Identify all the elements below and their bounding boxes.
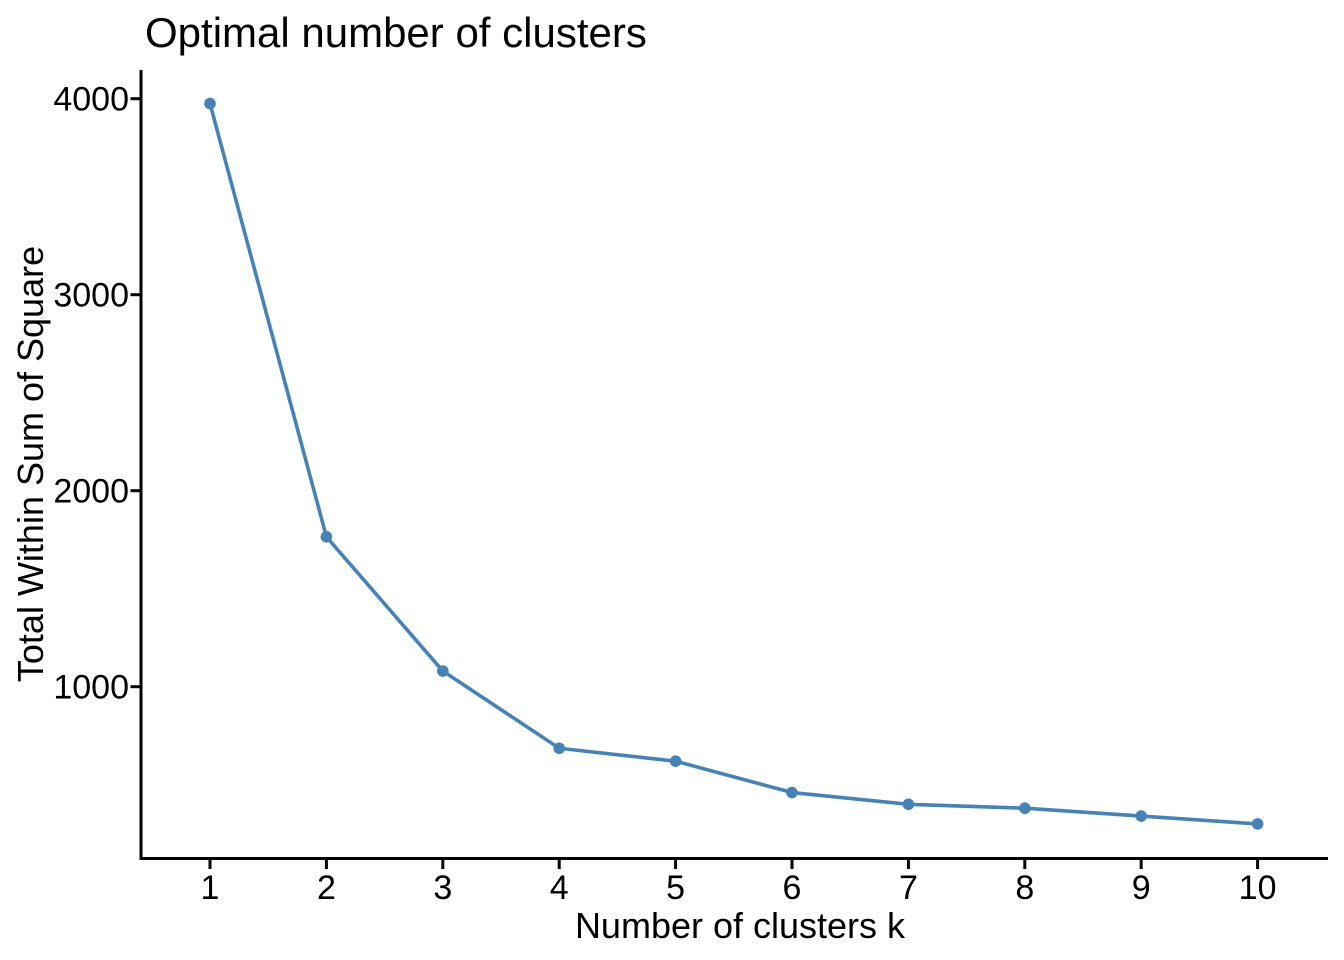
- y-tick-label: 4000: [53, 81, 129, 119]
- data-point: [1019, 802, 1031, 815]
- data-point: [204, 97, 216, 110]
- data-point: [902, 798, 915, 811]
- x-axis-title: Number of clusters k: [575, 905, 906, 946]
- x-tick-label: 1: [201, 869, 220, 907]
- x-tick-label: 9: [1132, 869, 1151, 907]
- x-tick-label: 3: [433, 869, 452, 907]
- x-tick-label: 10: [1239, 869, 1277, 907]
- chart-title: Optimal number of clusters: [145, 9, 647, 56]
- y-tick-label: 1000: [53, 669, 129, 707]
- data-point: [669, 755, 682, 767]
- x-tick-label: 7: [899, 869, 918, 907]
- y-tick-label: 3000: [53, 277, 129, 315]
- x-tick-label: 4: [550, 869, 569, 907]
- data-point: [1135, 810, 1147, 822]
- data-point: [437, 665, 449, 677]
- x-tick-label: 5: [666, 869, 685, 907]
- series-line: [208, 101, 1260, 826]
- data-point: [553, 742, 565, 755]
- x-tick-label: 2: [317, 869, 336, 907]
- x-tick-label: 8: [1015, 869, 1034, 907]
- y-axis-title: Total Within Sum of Square: [10, 246, 51, 682]
- axes: 4000 3000 2000 1000 1 2 3 4 5 6 7 8 9 10: [53, 70, 1328, 907]
- data-point: [786, 786, 798, 799]
- x-tick-label: 6: [783, 869, 802, 907]
- line-series: [204, 97, 1264, 830]
- data-point: [320, 530, 333, 543]
- data-point: [1251, 818, 1264, 830]
- y-tick-label: 2000: [53, 473, 129, 511]
